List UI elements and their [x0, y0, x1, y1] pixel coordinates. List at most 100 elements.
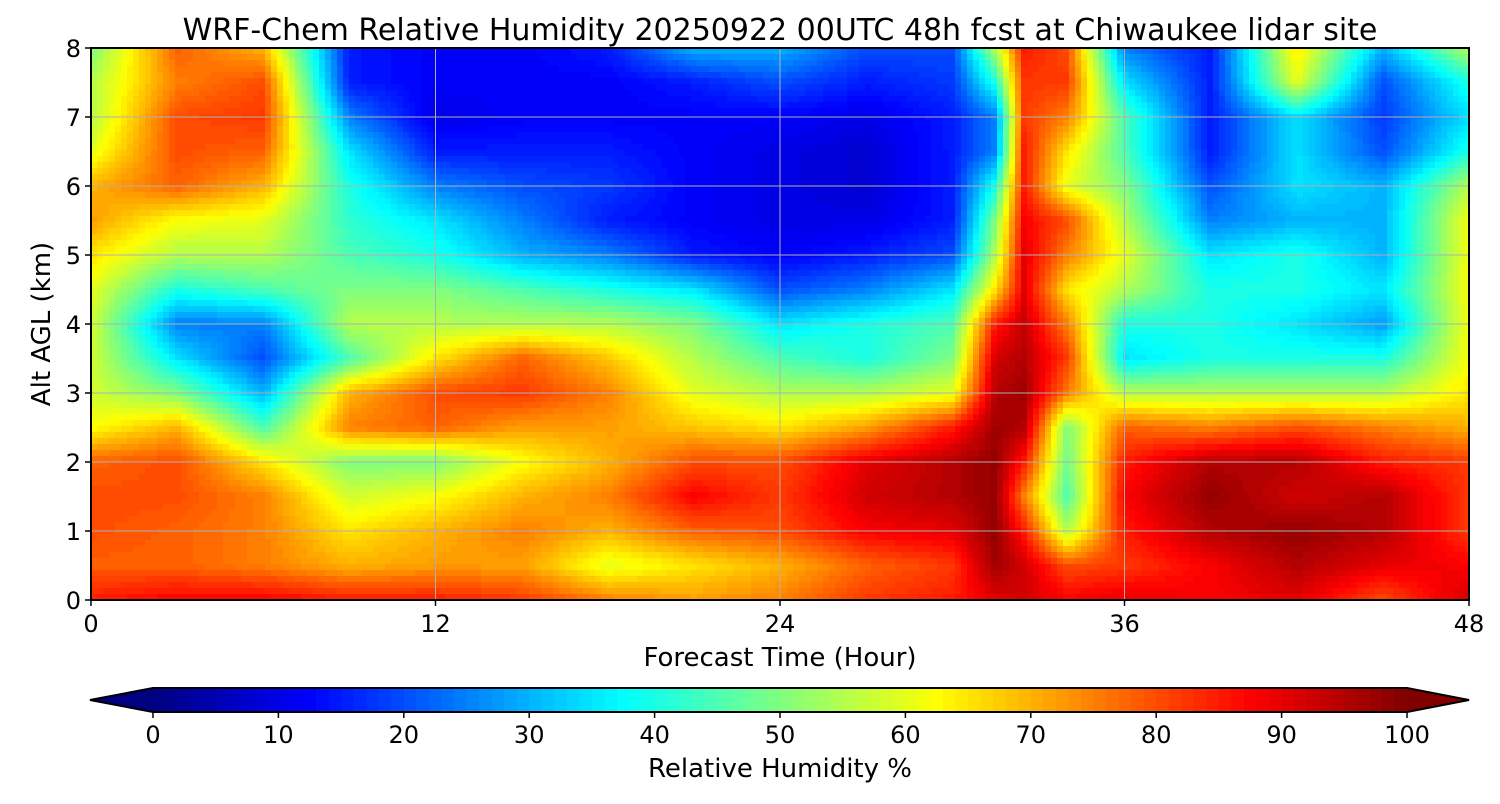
heatmap-cell [169, 216, 176, 223]
heatmap-cell [391, 594, 398, 601]
heatmap-cell [97, 360, 104, 367]
heatmap-cell [403, 354, 410, 361]
heatmap-cell [169, 564, 176, 571]
heatmap-cell [379, 270, 386, 277]
heatmap-cell [265, 288, 272, 295]
heatmap-cell [109, 108, 116, 115]
heatmap-cell [151, 438, 158, 445]
heatmap-cell [313, 90, 320, 97]
heatmap-cell [331, 522, 338, 529]
heatmap-cell [91, 348, 98, 355]
heatmap-cell [115, 126, 122, 133]
heatmap-cell [271, 546, 278, 553]
heatmap-cell [169, 174, 176, 181]
heatmap-cell [91, 264, 98, 271]
heatmap-cell [295, 216, 302, 223]
heatmap-cell [415, 60, 422, 67]
heatmap-cell [391, 138, 398, 145]
heatmap-cell [97, 288, 104, 295]
heatmap-cell [187, 84, 194, 91]
heatmap-cell [91, 492, 98, 499]
heatmap-cell [139, 582, 146, 589]
heatmap-cell [385, 126, 392, 133]
heatmap-cell [103, 90, 110, 97]
heatmap-cell [271, 570, 278, 577]
heatmap-cell [367, 456, 374, 463]
heatmap-cell [379, 330, 386, 337]
heatmap-cell [289, 426, 296, 433]
heatmap-cell [295, 228, 302, 235]
heatmap-cell [157, 468, 164, 475]
heatmap-cell [193, 444, 200, 451]
heatmap-cell [355, 372, 362, 379]
heatmap-cell [379, 198, 386, 205]
heatmap-cell [409, 192, 416, 199]
heatmap-cell [175, 258, 182, 265]
heatmap-cell [223, 186, 230, 193]
heatmap-cell [307, 96, 314, 103]
heatmap-cell [301, 288, 308, 295]
heatmap-cell [349, 588, 356, 595]
heatmap-cell [385, 216, 392, 223]
heatmap-cell [319, 210, 326, 217]
heatmap-cell [349, 72, 356, 79]
heatmap-cell [343, 204, 350, 211]
heatmap-cell [247, 144, 254, 151]
heatmap-cell [253, 492, 260, 499]
heatmap-cell [337, 522, 344, 529]
heatmap-cell [283, 204, 290, 211]
heatmap-cell [127, 240, 134, 247]
heatmap-cell [163, 270, 170, 277]
heatmap-cell [319, 150, 326, 157]
heatmap-cell [109, 366, 116, 373]
heatmap-cell [91, 198, 98, 205]
heatmap-cell [307, 468, 314, 475]
heatmap-cell [397, 570, 404, 577]
heatmap-cell [289, 510, 296, 517]
heatmap-cell [397, 120, 404, 127]
heatmap-cell [175, 546, 182, 553]
heatmap-cell [289, 420, 296, 427]
heatmap-cell [301, 498, 308, 505]
heatmap-cell [193, 288, 200, 295]
heatmap-cell [205, 372, 212, 379]
heatmap-cell [223, 588, 230, 595]
heatmap-cell [349, 84, 356, 91]
heatmap-cell [199, 552, 206, 559]
heatmap-cell [307, 360, 314, 367]
heatmap-cell [379, 480, 386, 487]
heatmap-cell [325, 486, 332, 493]
heatmap-cell [247, 444, 254, 451]
heatmap-cell [133, 456, 140, 463]
heatmap-cell [97, 396, 104, 403]
heatmap-cell [103, 318, 110, 325]
heatmap-cell [295, 144, 302, 151]
heatmap-cell [277, 54, 284, 61]
heatmap-cell [271, 234, 278, 241]
heatmap-cell [319, 132, 326, 139]
heatmap-cell [295, 204, 302, 211]
heatmap-cell [157, 426, 164, 433]
heatmap-cell [361, 138, 368, 145]
heatmap-cell [103, 324, 110, 331]
heatmap-cell [217, 468, 224, 475]
heatmap-cell [127, 288, 134, 295]
heatmap-cell [109, 204, 116, 211]
heatmap-cell [181, 48, 188, 55]
heatmap-cell [109, 216, 116, 223]
heatmap-cell [133, 240, 140, 247]
heatmap-cell [103, 138, 110, 145]
heatmap-cell [205, 198, 212, 205]
heatmap-cell [163, 168, 170, 175]
heatmap-cell [253, 276, 260, 283]
heatmap-cell [145, 66, 152, 73]
heatmap-cell [145, 552, 152, 559]
heatmap-cell [235, 558, 242, 565]
heatmap-cell [241, 408, 248, 415]
heatmap-cell [343, 384, 350, 391]
heatmap-cell [187, 360, 194, 367]
heatmap-cell [169, 588, 176, 595]
heatmap-cell [307, 444, 314, 451]
heatmap-cell [229, 282, 236, 289]
heatmap-cell [409, 72, 416, 79]
